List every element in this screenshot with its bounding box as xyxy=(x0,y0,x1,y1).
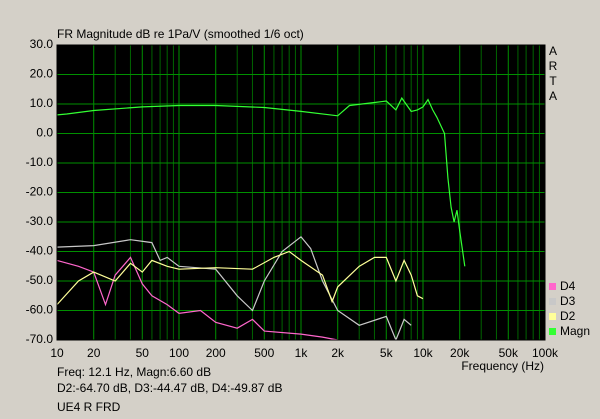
status-line: UE4 R FRD xyxy=(57,400,121,414)
x-tick-label: 20 xyxy=(87,346,101,360)
legend-label: Magn xyxy=(560,324,590,338)
y-tick-label: 0.0 xyxy=(36,126,53,140)
status-line: D2:-64.70 dB, D3:-44.47 dB, D4:-49.87 dB xyxy=(57,381,282,395)
y-tick-label: -40.0 xyxy=(26,244,54,258)
x-tick-label: 50 xyxy=(136,346,150,360)
series-line xyxy=(56,256,338,341)
y-tick-label: -10.0 xyxy=(26,155,54,169)
x-tick-label: 10 xyxy=(50,346,64,360)
legend-label: D2 xyxy=(560,309,576,323)
y-tick-label: -20.0 xyxy=(26,185,54,199)
x-tick-label: 10k xyxy=(413,346,433,360)
x-tick-label: 200 xyxy=(206,346,226,360)
side-label: A xyxy=(549,44,557,58)
y-tick-label: 30.0 xyxy=(30,37,54,51)
chart-title: FR Magnitude dB re 1Pa/V (smoothed 1/6 o… xyxy=(57,27,304,41)
x-tick-label: 20k xyxy=(450,346,470,360)
series-line xyxy=(56,235,412,342)
x-tick-label: 50k xyxy=(499,346,519,360)
legend-swatch xyxy=(549,283,556,290)
x-tick-label: 100 xyxy=(169,346,189,360)
x-tick-label: 5k xyxy=(380,346,394,360)
plot-border xyxy=(56,44,546,341)
series-line xyxy=(56,96,466,267)
x-tick-label: 500 xyxy=(254,346,274,360)
x-tick-label: 2k xyxy=(331,346,345,360)
x-tick-label: 1k xyxy=(295,346,309,360)
y-tick-label: 20.0 xyxy=(30,67,54,81)
legend-swatch xyxy=(549,298,556,305)
legend-label: D3 xyxy=(560,294,576,308)
status-line: Freq: 12.1 Hz, Magn:6.60 dB xyxy=(57,365,211,379)
y-tick-label: -30.0 xyxy=(26,214,54,228)
side-label: R xyxy=(549,59,558,73)
legend-label: D4 xyxy=(560,279,576,293)
y-tick-label: 10.0 xyxy=(30,96,54,110)
y-tick-label: -60.0 xyxy=(26,303,54,317)
legend-swatch xyxy=(549,313,556,320)
side-label: T xyxy=(549,74,557,88)
series-line xyxy=(56,250,424,306)
x-axis-label: Frequency (Hz) xyxy=(461,359,544,373)
x-tick-label: 100k xyxy=(532,346,559,360)
side-label: A xyxy=(549,89,557,103)
legend-swatch xyxy=(549,328,556,335)
y-tick-label: -50.0 xyxy=(26,273,54,287)
y-tick-label: -70.0 xyxy=(26,332,54,346)
